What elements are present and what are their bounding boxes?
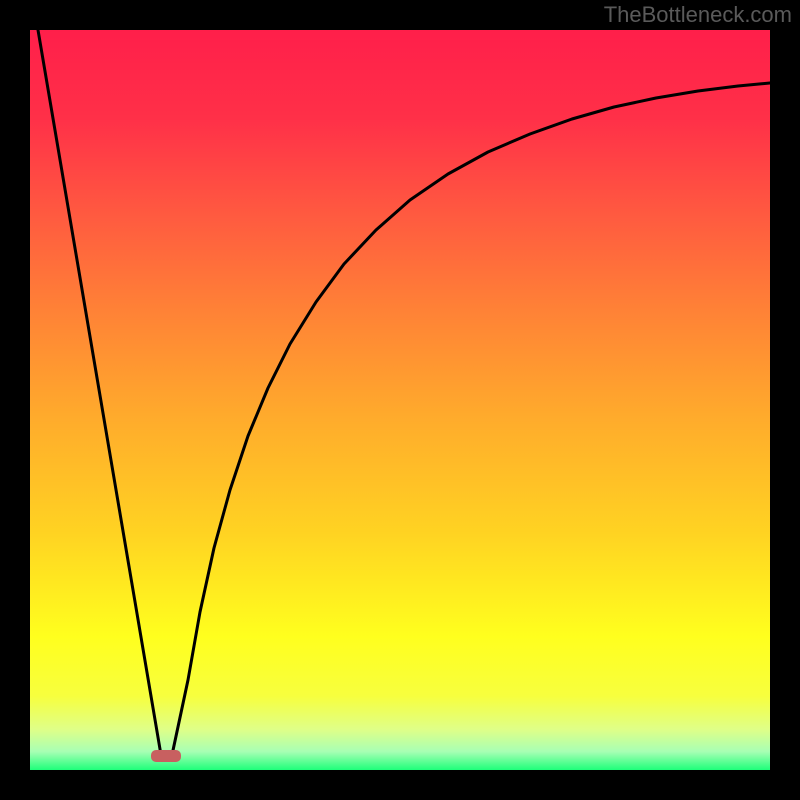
bottleneck-chart <box>0 0 800 800</box>
chart-container: TheBottleneck.com <box>0 0 800 800</box>
watermark-text: TheBottleneck.com <box>604 2 792 28</box>
